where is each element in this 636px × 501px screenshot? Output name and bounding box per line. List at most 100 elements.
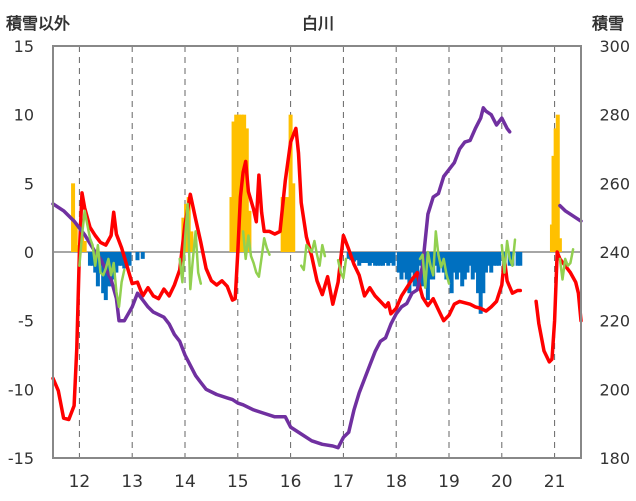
line-green-segment2 — [178, 202, 203, 291]
line-green-points — [78, 209, 126, 309]
right-tick-label: 180 — [599, 449, 630, 468]
bar-blue-71 — [489, 252, 494, 273]
bar-blue-18 — [346, 252, 351, 259]
bar-blue-68 — [481, 252, 486, 294]
bar-blue-6 — [103, 252, 108, 301]
bar-blue-15 — [127, 252, 132, 266]
bar-blue-0 — [87, 252, 92, 266]
bar-orange-8 — [189, 231, 194, 252]
x-tick-label: 21 — [544, 472, 566, 492]
bar-blue-14 — [124, 252, 129, 263]
right-axis-label: 積雪 — [591, 14, 624, 33]
bar-blue-28 — [373, 252, 378, 266]
bar-blue-73 — [494, 252, 499, 266]
bar-orange-17 — [280, 197, 285, 252]
bar-orange-9 — [229, 197, 234, 252]
bar-blue-72 — [491, 252, 496, 266]
bar-blue-69 — [483, 252, 488, 273]
bar-blue-1 — [90, 252, 95, 266]
bar-blue-33 — [386, 252, 391, 266]
bar-orange-12 — [236, 114, 241, 253]
bar-blue-78 — [515, 252, 520, 266]
left-tick-label: 0 — [24, 243, 34, 262]
x-tick-label: 19 — [438, 472, 460, 492]
bar-blue-35 — [391, 252, 396, 266]
bar-blue-62 — [465, 252, 470, 273]
bar-blue-58 — [454, 252, 459, 280]
bar-blue-11 — [117, 252, 121, 266]
x-tick-label: 16 — [280, 472, 302, 492]
bar-blue-46 — [423, 252, 428, 280]
left-tick-label: 15 — [14, 37, 34, 56]
bar-blue-74 — [497, 252, 502, 266]
left-tick-label: 10 — [14, 106, 34, 125]
bars-orange — [71, 114, 562, 253]
left-tick-label: 5 — [24, 174, 34, 193]
bar-blue-25 — [365, 252, 370, 263]
x-tick-label: 15 — [227, 472, 249, 492]
line-green-segment5 — [336, 257, 348, 280]
bar-orange-1 — [73, 224, 78, 252]
bar-blue-43 — [415, 252, 420, 287]
bar-blue-66 — [476, 252, 481, 294]
bar-blue-63 — [468, 252, 473, 266]
bar-orange-21 — [291, 183, 296, 252]
bar-blue-39 — [404, 252, 409, 280]
bar-blue-22 — [357, 252, 362, 266]
x-tick-label: 12 — [69, 472, 91, 492]
bar-blue-57 — [452, 252, 457, 273]
bar-blue-55 — [447, 252, 451, 280]
series-lines — [51, 106, 583, 450]
bar-orange-26 — [557, 238, 562, 252]
bar-orange-25 — [555, 114, 560, 253]
right-axis: 300 280 260 240 220 200 180 — [599, 37, 630, 468]
bar-blue-79 — [518, 252, 523, 266]
bar-blue-59 — [457, 252, 462, 273]
bar-orange-18 — [283, 197, 288, 252]
bar-blue-51 — [436, 252, 441, 273]
plot-frame — [52, 45, 582, 459]
bar-blue-12 — [119, 252, 124, 266]
left-axis: 15 10 5 0 -5 -10 -15 — [8, 37, 34, 468]
bar-blue-10 — [114, 252, 119, 273]
bar-blue-27 — [370, 252, 375, 263]
right-tick-label: 200 — [599, 380, 630, 399]
x-tick-label: 18 — [385, 472, 407, 492]
bar-blue-29 — [375, 252, 380, 266]
bar-orange-20 — [288, 114, 293, 253]
line-red-segment2 — [534, 250, 583, 364]
right-tick-label: 280 — [599, 106, 630, 125]
x-axis: 12 13 14 15 16 17 18 19 20 21 — [69, 472, 566, 492]
x-tick-label: 17 — [333, 472, 355, 492]
bar-blue-37 — [399, 252, 404, 280]
left-axis-label: 積雪以外 — [5, 14, 70, 33]
bar-blue-30 — [378, 252, 383, 266]
x-tick-label: 14 — [174, 472, 196, 492]
bar-blue-16 — [135, 252, 140, 261]
bar-orange-14 — [242, 114, 247, 253]
bar-blue-60 — [460, 252, 465, 287]
left-tick-label: -10 — [8, 380, 34, 399]
bar-blue-23 — [359, 252, 364, 263]
right-tick-label: 220 — [599, 312, 630, 331]
line-purple-segment2 — [558, 203, 583, 223]
bar-blue-24 — [362, 252, 367, 263]
bar-blue-32 — [383, 252, 388, 263]
line-red-points — [51, 126, 523, 422]
bar-blue-67 — [478, 252, 483, 314]
bar-blue-41 — [410, 252, 415, 273]
bar-blue-40 — [407, 252, 412, 294]
line-purple-points — [51, 106, 512, 450]
bar-blue-64 — [470, 252, 475, 280]
bar-blue-38 — [402, 252, 407, 273]
right-tick-label: 240 — [599, 243, 630, 262]
bar-orange-24 — [553, 128, 558, 252]
bar-blue-31 — [381, 252, 385, 266]
x-tick-label: 13 — [121, 472, 143, 492]
bar-blue-42 — [412, 252, 417, 287]
line-green-segment8 — [558, 248, 575, 281]
right-tick-label: 260 — [599, 174, 630, 193]
bar-blue-54 — [444, 252, 449, 280]
line-green-segment3 — [241, 230, 271, 278]
